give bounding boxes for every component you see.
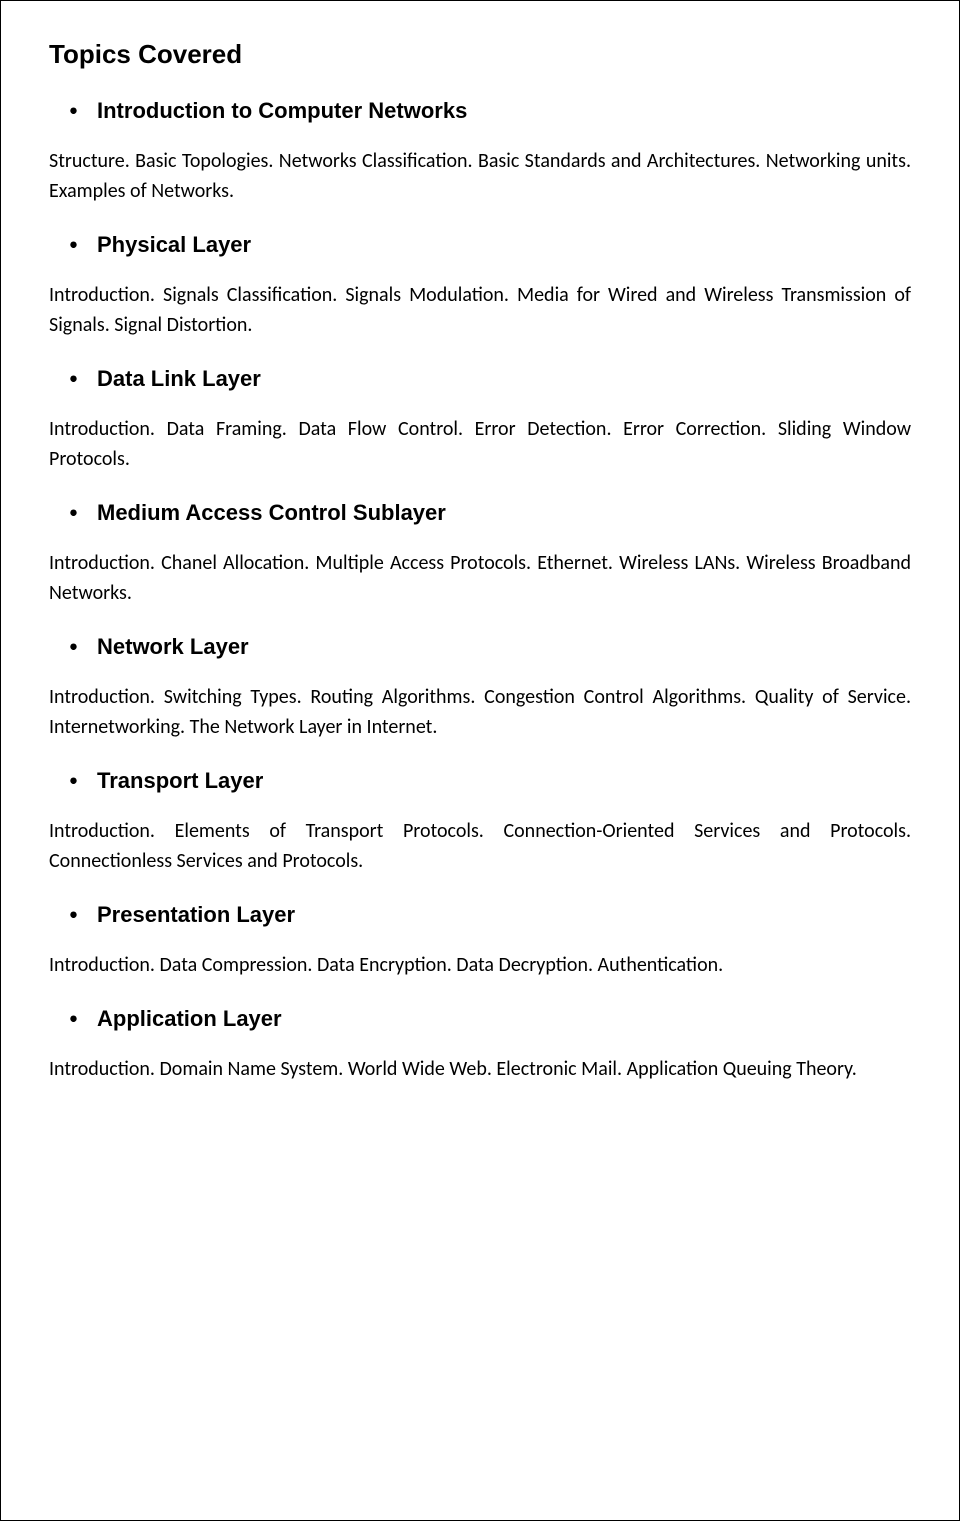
section-heading: Presentation Layer: [49, 902, 911, 928]
section-body: Introduction. Signals Classification. Si…: [49, 280, 911, 340]
section-heading: Data Link Layer: [49, 366, 911, 392]
section-body: Introduction. Elements of Transport Prot…: [49, 816, 911, 876]
section-title: Network Layer: [97, 634, 249, 659]
section-heading: Medium Access Control Sublayer: [49, 500, 911, 526]
section-list: Presentation Layer: [49, 902, 911, 928]
section-list: Application Layer: [49, 1006, 911, 1032]
section-title: Transport Layer: [97, 768, 263, 793]
section-body: Introduction. Chanel Allocation. Multipl…: [49, 548, 911, 608]
section-heading: Transport Layer: [49, 768, 911, 794]
sections-container: Introduction to Computer Networks Structu…: [49, 98, 911, 1084]
section-body: Structure. Basic Topologies. Networks Cl…: [49, 146, 911, 206]
section-body: Introduction. Data Compression. Data Enc…: [49, 950, 911, 980]
section-list: Data Link Layer: [49, 366, 911, 392]
section-list: Introduction to Computer Networks: [49, 98, 911, 124]
section-list: Physical Layer: [49, 232, 911, 258]
section-heading: Introduction to Computer Networks: [49, 98, 911, 124]
section-title: Application Layer: [97, 1006, 282, 1031]
section-list: Medium Access Control Sublayer: [49, 500, 911, 526]
section-list: Transport Layer: [49, 768, 911, 794]
section-title: Data Link Layer: [97, 366, 261, 391]
section-title: Medium Access Control Sublayer: [97, 500, 446, 525]
section-title: Physical Layer: [97, 232, 251, 257]
section-body: Introduction. Domain Name System. World …: [49, 1054, 911, 1084]
document-page: Topics Covered Introduction to Computer …: [0, 0, 960, 1521]
section-heading: Network Layer: [49, 634, 911, 660]
section-body: Introduction. Switching Types. Routing A…: [49, 682, 911, 742]
section-title: Presentation Layer: [97, 902, 295, 927]
section-heading: Physical Layer: [49, 232, 911, 258]
section-title: Introduction to Computer Networks: [97, 98, 467, 123]
page-title: Topics Covered: [49, 39, 911, 70]
section-heading: Application Layer: [49, 1006, 911, 1032]
section-body: Introduction. Data Framing. Data Flow Co…: [49, 414, 911, 474]
section-list: Network Layer: [49, 634, 911, 660]
